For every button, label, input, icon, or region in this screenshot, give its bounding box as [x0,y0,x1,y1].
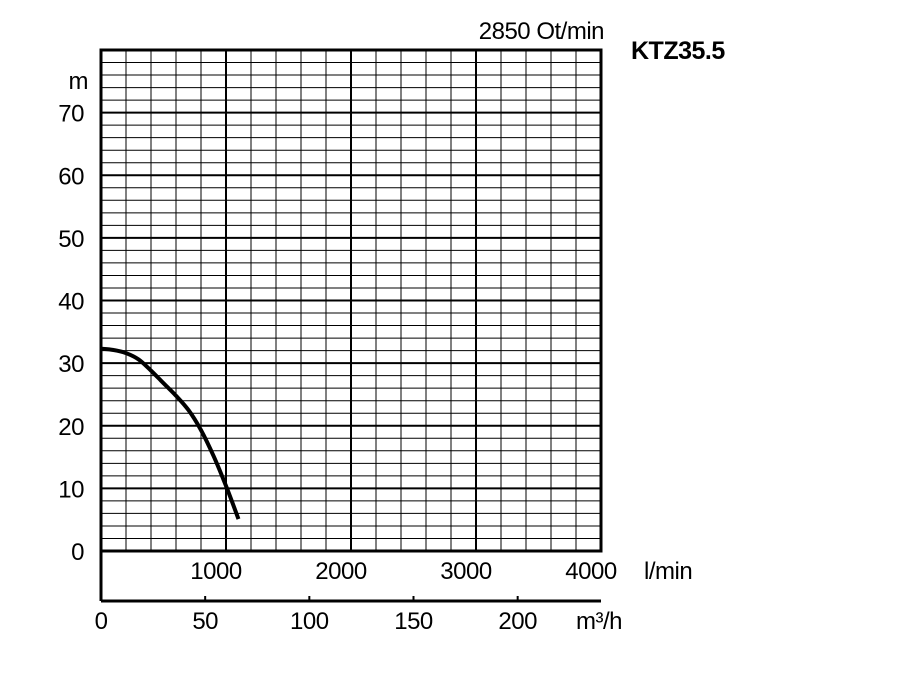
x-tick-label-primary: 2000 [315,558,367,585]
plot-frame [99,48,603,553]
x-axis-primary-unit: l/min [644,558,692,585]
y-tick-label: 50 [58,226,84,253]
x-tick-label-primary: 3000 [440,558,492,585]
y-tick-label: 20 [58,414,84,441]
axes [99,48,603,603]
chart-subtitle: 2850 Ot/min [479,18,604,45]
y-tick-label: 0 [71,539,84,566]
y-axis-label: m [69,68,89,95]
y-tick-label: 70 [58,101,84,128]
y-tick-label: 30 [58,351,84,378]
y-tick-label: 40 [58,289,84,316]
y-tick-label: 60 [58,163,84,190]
x-tick-label-primary: 4000 [565,558,617,585]
x-tick-label-secondary: 200 [498,608,537,635]
series-group [100,346,241,520]
grid-major [101,50,601,551]
x-tick-label-secondary: 0 [95,608,108,635]
labels-group: 0 10 20 30 40 50 60 70 1000 2000 3000 4000 0 50 100 150… [58,101,617,635]
x-tick-label-primary: 1000 [190,558,242,585]
chart-title: KTZ35.5 [631,37,725,65]
pump-curve-line [100,346,241,520]
x-tick-label-secondary: 100 [290,608,329,635]
x-axis-secondary-unit: m³/h [576,608,622,635]
x-tick-label-secondary: 150 [394,608,433,635]
y-tick-label: 10 [58,476,84,503]
x-tick-label-secondary: 50 [192,608,218,635]
